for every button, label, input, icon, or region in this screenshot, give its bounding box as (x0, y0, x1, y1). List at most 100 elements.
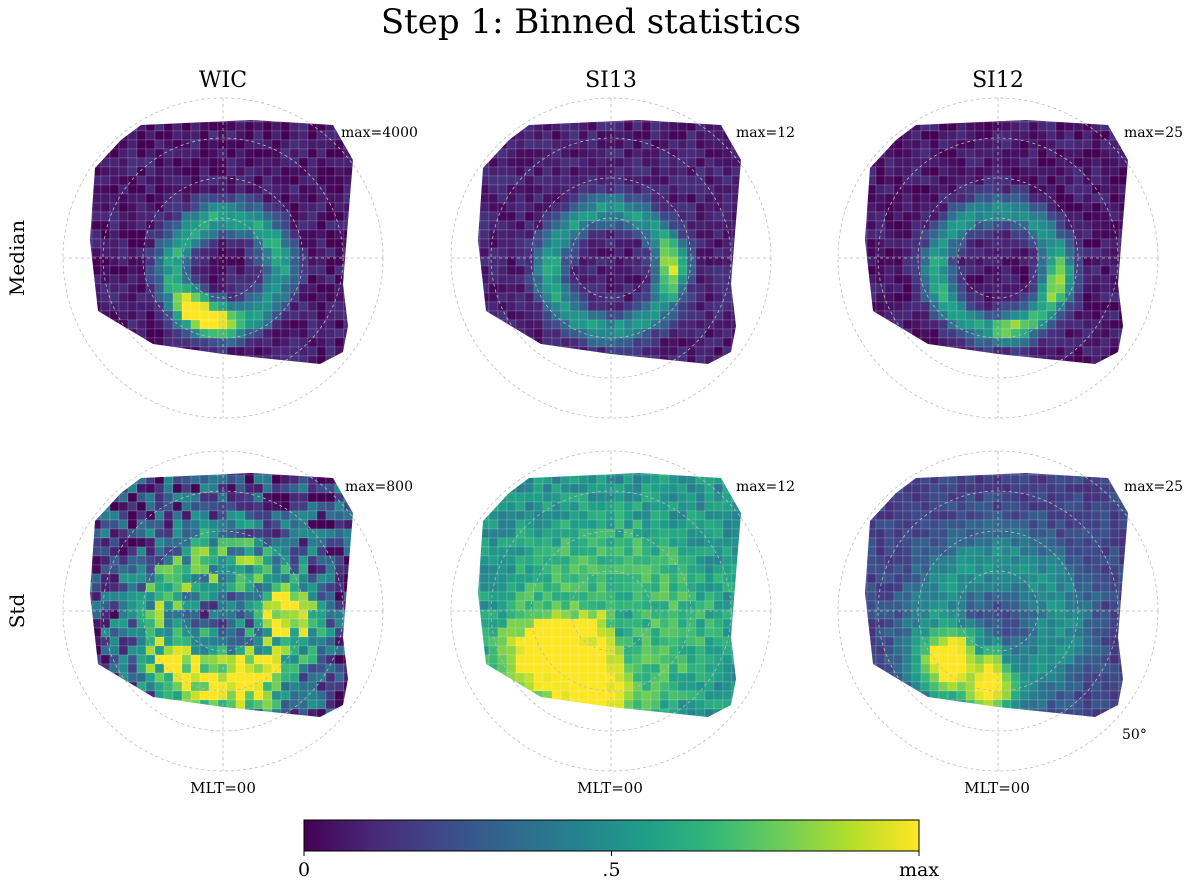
heatmap-cell (632, 483, 643, 494)
heatmap-cell (226, 157, 237, 168)
heatmap-cell (199, 265, 210, 276)
heatmap-cell (1100, 220, 1111, 231)
heatmap-cell (235, 121, 246, 132)
heatmap-cell (632, 121, 643, 132)
heatmap-cell (100, 483, 111, 494)
heatmap-cell (325, 663, 336, 674)
heatmap-cell (1091, 283, 1102, 294)
heatmap-cell (100, 319, 111, 330)
heatmap-cell (740, 319, 741, 330)
heatmap-cell (362, 158, 371, 167)
heatmap-cell (731, 564, 741, 575)
heatmap-cell (90, 220, 93, 231)
heatmap-cell (570, 365, 579, 374)
heatmap-cell (280, 292, 291, 303)
heatmap-cell (515, 202, 526, 213)
heatmap-cell (633, 718, 642, 727)
heatmap-cell (1046, 121, 1057, 132)
heatmap-cell (740, 211, 741, 222)
heatmap-cell (650, 528, 661, 539)
heatmap-cell (992, 319, 1003, 330)
heatmap-cell (641, 175, 652, 186)
heatmap-cell (172, 546, 183, 557)
heatmap-cell (686, 211, 697, 222)
heatmap-cell (865, 139, 868, 150)
heatmap-cell (614, 229, 625, 240)
heatmap-cell (614, 573, 625, 584)
heatmap-cell (920, 555, 931, 566)
heatmap-cell (316, 310, 327, 321)
heatmap-cell (298, 546, 309, 557)
heatmap-cell (722, 120, 733, 123)
heatmap-cell (992, 139, 1003, 150)
heatmap-cell (172, 310, 183, 321)
heatmap-cell (208, 292, 219, 303)
heatmap-cell (488, 229, 499, 240)
heatmap-cell (524, 283, 535, 294)
heatmap-cell (920, 292, 931, 303)
heatmap-cell (1001, 166, 1012, 177)
heatmap-cell (551, 274, 562, 285)
heatmap-cell (1065, 365, 1074, 374)
heatmap-cell (677, 202, 688, 213)
heatmap-cell (551, 184, 562, 195)
heatmap-cell (623, 663, 634, 674)
heatmap-cell (172, 148, 183, 159)
heatmap-cell (669, 365, 678, 374)
heatmap-cell (1055, 229, 1066, 240)
heatmap-cell (118, 681, 129, 692)
heatmap-cell (1001, 202, 1012, 213)
heatmap-cell (90, 121, 93, 132)
heatmap-cell (650, 283, 661, 294)
heatmap-cell (497, 220, 508, 231)
heatmap-cell (127, 645, 138, 656)
heatmap-cell (289, 184, 300, 195)
heatmap-cell (127, 292, 138, 303)
heatmap-cell (154, 310, 165, 321)
heatmap-cell (614, 274, 625, 285)
heatmap-cell (352, 238, 353, 249)
heatmap-cell (947, 483, 958, 494)
heatmap-cell (253, 555, 264, 566)
heatmap-cell (938, 274, 949, 285)
heatmap-cell (1037, 175, 1048, 186)
heatmap-cell (352, 600, 353, 611)
heatmap-cell (911, 139, 922, 150)
heatmap-cell (686, 627, 697, 638)
heatmap-cell (515, 166, 526, 177)
heatmap-cell (551, 265, 562, 276)
heatmap-cell (235, 699, 246, 710)
heatmap-cell (1010, 355, 1021, 364)
heatmap-cell (235, 492, 246, 503)
heatmap-panels (62, 97, 1159, 772)
heatmap-cell (641, 211, 652, 222)
heatmap-cell (362, 682, 371, 691)
heatmap-cell (100, 121, 111, 132)
heatmap-cell (271, 238, 282, 249)
heatmap-cell (190, 672, 201, 683)
heatmap-cell (515, 247, 526, 258)
heatmap-cell (920, 193, 931, 204)
heatmap-cell (1028, 193, 1039, 204)
heatmap-cell (596, 672, 607, 683)
heatmap-cell (713, 274, 724, 285)
heatmap-cell (478, 672, 481, 683)
heatmap-cell (343, 238, 353, 249)
heatmap-cell (902, 310, 913, 321)
heatmap-cell (1019, 193, 1030, 204)
heatmap-cell (632, 283, 643, 294)
heatmap-cell (271, 591, 282, 602)
heatmap-cell (731, 501, 741, 512)
heatmap-cell (524, 708, 535, 717)
heatmap-cell (938, 310, 949, 321)
heatmap-cell (902, 690, 913, 701)
heatmap-cell (325, 120, 336, 123)
heatmap-cell (244, 310, 255, 321)
heatmap-cell (875, 229, 886, 240)
heatmap-cell (100, 301, 111, 312)
heatmap-cell (479, 573, 490, 584)
heatmap-cell (614, 681, 625, 692)
heatmap-cell (172, 337, 183, 348)
heatmap-cell (912, 718, 921, 727)
heatmap-cell (181, 528, 192, 539)
